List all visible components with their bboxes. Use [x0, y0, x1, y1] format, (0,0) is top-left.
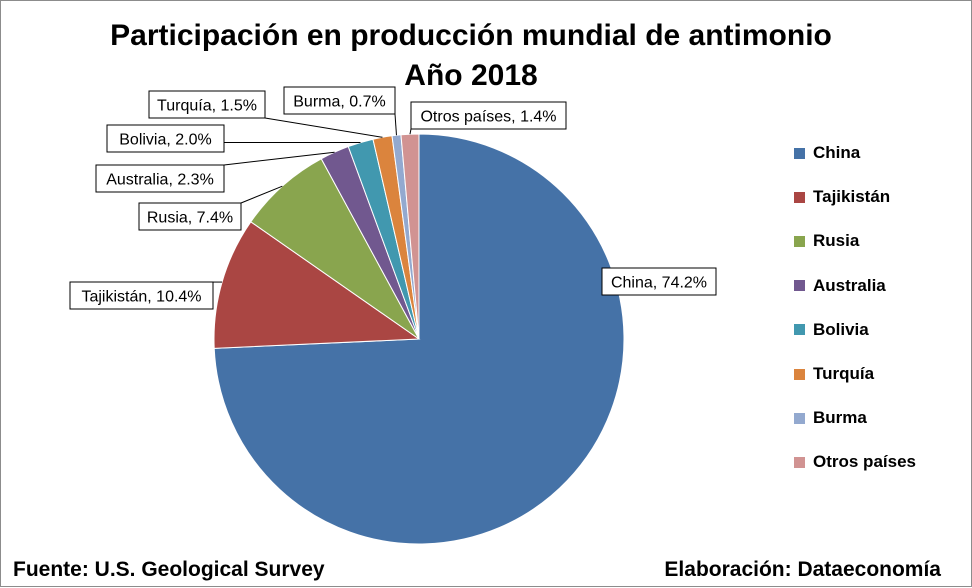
legend-item-tajikistan: Tajikistán: [794, 175, 916, 219]
legend-label: Bolivia: [813, 319, 869, 339]
legend-swatch: [794, 191, 805, 203]
legend-item-bolivia: Bolivia: [794, 308, 916, 352]
leader-line-otros-paises: [409, 128, 412, 135]
legend-item-turquia: Turquía: [794, 352, 916, 396]
data-label-box-rusia: [138, 202, 242, 231]
chart-title-line2: Año 2018: [404, 59, 538, 92]
data-label-rusia: Rusia, 7.4%: [147, 210, 233, 227]
legend-swatch: [794, 368, 805, 380]
credit-note: Elaboración: Dataeconomía: [664, 558, 941, 581]
leader-line-turquia: [264, 117, 383, 138]
legend-label: Australia: [813, 275, 886, 295]
legend-label: Tajikistán: [813, 187, 891, 207]
data-label-box-bolivia: [106, 124, 225, 153]
data-label-box-australia: [95, 164, 225, 193]
data-label-turquia: Turquía, 1.5%: [157, 98, 257, 115]
leader-line-burma: [394, 113, 397, 136]
legend-item-rusia: Rusia: [794, 219, 916, 263]
data-label-burma: Burma, 0.7%: [293, 94, 385, 111]
chart-title-line1: Participación en producción mundial de a…: [110, 19, 832, 52]
legend-label: Burma: [813, 408, 867, 428]
legend-swatch: [794, 324, 805, 336]
source-note: Fuente: U.S. Geological Survey: [13, 558, 325, 581]
legend-item-otros-paises: Otros países: [794, 440, 916, 484]
legend-label: Rusia: [813, 231, 860, 251]
data-label-tajikistan: Tajikistán, 10.4%: [81, 289, 201, 306]
leader-line-australia: [223, 151, 335, 166]
data-label-china: China, 74.2%: [611, 275, 707, 292]
data-label-box-turquia: [148, 90, 266, 119]
data-label-otros-paises: Otros países, 1.4%: [420, 109, 556, 126]
legend-swatch: [794, 280, 805, 292]
legend-item-china: China: [794, 131, 916, 175]
legend-label: China: [813, 143, 861, 163]
data-label-box-china: [601, 267, 717, 296]
legend-swatch: [794, 147, 805, 159]
data-label-australia: Australia, 2.3%: [106, 172, 214, 189]
legend-swatch: [794, 456, 805, 468]
legend-label: Turquía: [813, 364, 875, 384]
data-label-box-otros-paises: [410, 101, 567, 130]
legend-swatch: [794, 412, 805, 424]
data-label-box-burma: [283, 86, 396, 115]
chart-legend: China Tajikistán Rusia Australia Bolivia Turq…: [794, 131, 916, 485]
legend-item-burma: Burma: [794, 396, 916, 440]
legend-item-australia: Australia: [794, 264, 916, 308]
leader-line-rusia: [240, 185, 283, 204]
data-label-box-tajikistan: [69, 281, 214, 310]
legend-label: Otros países: [813, 452, 916, 472]
legend-swatch: [794, 235, 805, 247]
data-label-bolivia: Bolivia, 2.0%: [119, 132, 212, 149]
